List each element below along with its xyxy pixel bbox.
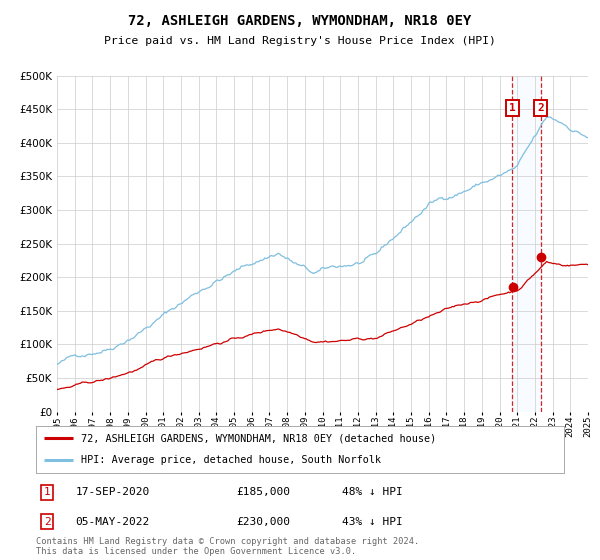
Text: 2: 2 [44,517,50,527]
Text: 17-SEP-2020: 17-SEP-2020 [76,487,150,497]
Bar [512,76,541,412]
Text: 72, ASHLEIGH GARDENS, WYMONDHAM, NR18 0EY: 72, ASHLEIGH GARDENS, WYMONDHAM, NR18 0E… [128,14,472,28]
Text: Price paid vs. HM Land Registry's House Price Index (HPI): Price paid vs. HM Land Registry's House … [104,36,496,46]
Text: Contains HM Land Registry data © Crown copyright and database right 2024.: Contains HM Land Registry data © Crown c… [36,538,419,547]
Text: £230,000: £230,000 [236,517,290,527]
Text: This data is licensed under the Open Government Licence v3.0.: This data is licensed under the Open Gov… [36,548,356,557]
Text: £185,000: £185,000 [236,487,290,497]
Text: HPI: Average price, detached house, South Norfolk: HPI: Average price, detached house, Sout… [81,455,381,465]
Text: 1: 1 [509,103,515,113]
Text: 48% ↓ HPI: 48% ↓ HPI [342,487,403,497]
Text: 2: 2 [538,103,544,113]
Text: 1: 1 [44,487,50,497]
Text: 05-MAY-2022: 05-MAY-2022 [76,517,150,527]
Text: 43% ↓ HPI: 43% ↓ HPI [342,517,403,527]
Text: 72, ASHLEIGH GARDENS, WYMONDHAM, NR18 0EY (detached house): 72, ASHLEIGH GARDENS, WYMONDHAM, NR18 0E… [81,433,436,444]
